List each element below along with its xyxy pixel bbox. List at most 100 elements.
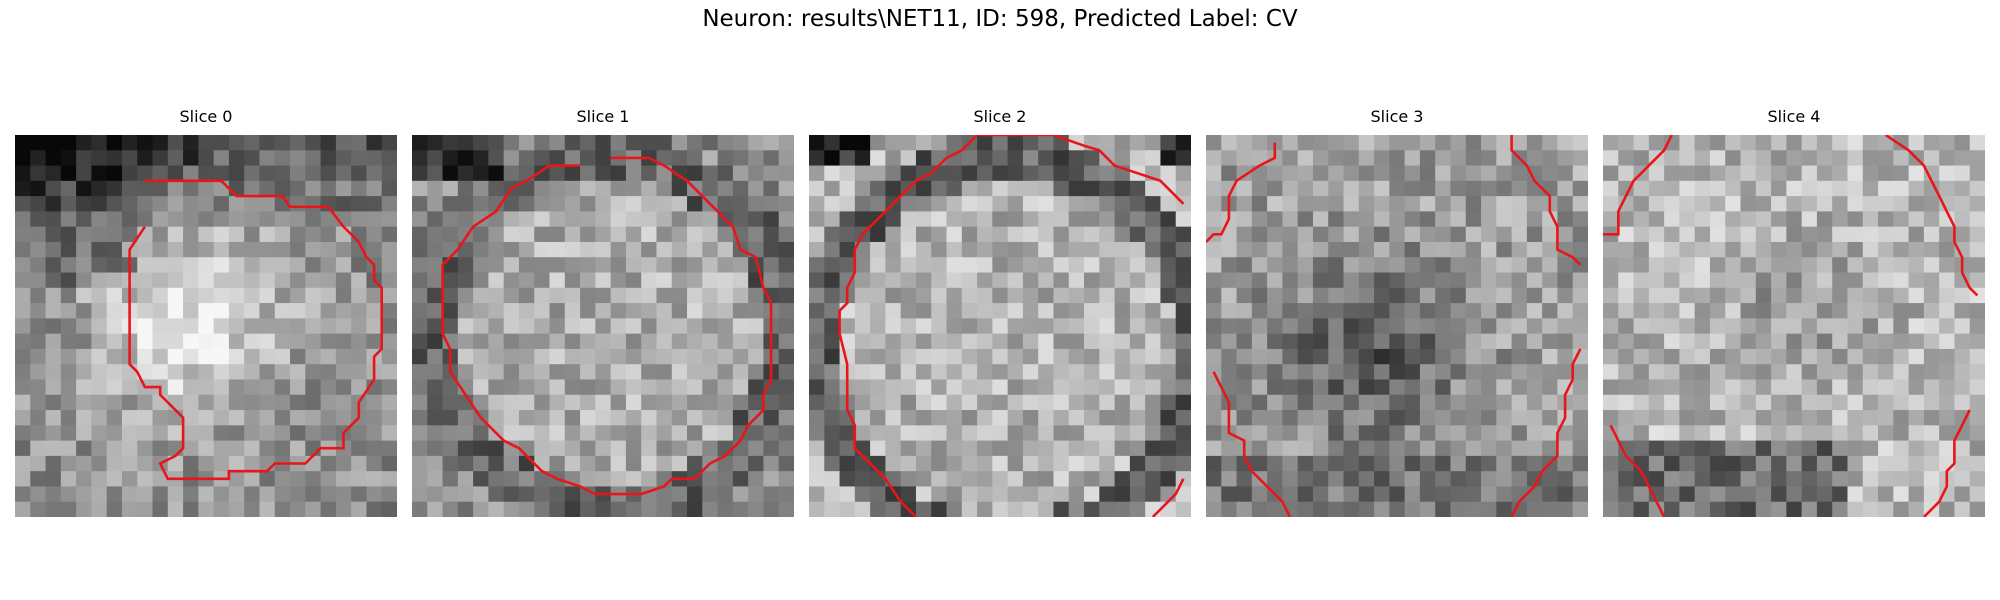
pixel-cell — [412, 318, 428, 335]
pixel-cell — [1282, 287, 1299, 304]
pixel-cell — [885, 135, 902, 151]
slice-0-heatmap — [15, 135, 397, 517]
pixel-cell — [198, 226, 215, 243]
pixel-cell — [503, 333, 520, 350]
pixel-cell — [1435, 287, 1452, 304]
pixel-cell — [1297, 196, 1314, 212]
pixel-cell — [381, 455, 397, 472]
pixel-cell — [1648, 272, 1665, 289]
pixel-cell — [381, 486, 397, 503]
pixel-cell — [641, 241, 658, 258]
pixel-cell — [1267, 348, 1283, 365]
pixel-cell — [992, 180, 1009, 197]
pixel-cell — [366, 165, 383, 182]
slice-panel-3: Slice 3 — [1206, 106, 1588, 517]
pixel-cell — [1908, 318, 1925, 335]
pixel-cell — [1328, 303, 1345, 319]
pixel-cell — [778, 440, 794, 457]
pixel-cell — [1862, 364, 1879, 381]
pixel-cell — [30, 333, 47, 350]
pixel-cell — [1542, 486, 1559, 503]
pixel-cell — [564, 425, 581, 442]
pixel-cell — [488, 455, 505, 472]
pixel-cell — [1358, 211, 1375, 228]
pixel-cell — [1633, 471, 1650, 488]
pixel-cell — [1358, 287, 1375, 304]
pixel-cell — [412, 135, 428, 151]
pixel-cell — [1312, 501, 1329, 517]
pixel-cell — [961, 303, 978, 319]
pixel-cell — [381, 425, 397, 442]
pixel-cell — [870, 455, 886, 472]
pixel-cell — [457, 410, 474, 426]
pixel-cell — [412, 180, 428, 197]
pixel-cell — [106, 180, 123, 197]
pixel-cell — [961, 440, 978, 457]
pixel-cell — [656, 364, 673, 381]
pixel-cell — [412, 455, 428, 472]
pixel-cell — [1022, 471, 1039, 488]
pixel-cell — [213, 394, 230, 411]
pixel-cell — [1038, 303, 1055, 319]
pixel-cell — [1251, 287, 1268, 304]
pixel-cell — [1206, 440, 1222, 457]
pixel-cell — [671, 150, 688, 167]
pixel-cell — [427, 241, 444, 258]
pixel-cell — [351, 440, 368, 457]
pixel-cell — [1725, 287, 1742, 304]
pixel-cell — [1297, 379, 1314, 396]
pixel-cell — [1129, 150, 1146, 167]
pixel-cell — [1847, 425, 1864, 442]
pixel-cell — [198, 364, 215, 381]
pixel-cell — [1007, 257, 1024, 274]
pixel-cell — [900, 196, 917, 212]
pixel-cell — [1862, 379, 1879, 396]
pixel-cell — [335, 272, 352, 289]
pixel-cell — [580, 303, 596, 319]
pixel-cell — [137, 257, 154, 274]
pixel-cell — [1053, 211, 1070, 228]
pixel-cell — [900, 257, 917, 274]
pixel-cell — [1312, 440, 1329, 457]
pixel-cell — [931, 303, 948, 319]
pixel-cell — [488, 410, 505, 426]
pixel-cell — [1542, 333, 1559, 350]
pixel-cell — [1038, 135, 1055, 151]
pixel-cell — [625, 379, 642, 396]
pixel-cell — [1389, 257, 1406, 274]
pixel-cell — [1679, 272, 1696, 289]
pixel-cell — [1465, 501, 1482, 517]
pixel-cell — [351, 165, 368, 182]
pixel-cell — [763, 226, 780, 243]
pixel-cell — [1007, 287, 1024, 304]
pixel-cell — [931, 333, 948, 350]
pixel-cell — [1893, 180, 1910, 197]
pixel-cell — [1786, 379, 1803, 396]
pixel-cell — [1404, 211, 1421, 228]
pixel-cell — [106, 257, 123, 274]
pixel-cell — [1664, 272, 1680, 289]
pixel-cell — [702, 150, 719, 167]
pixel-cell — [1007, 501, 1024, 517]
pixel-cell — [809, 180, 825, 197]
slice-title: Slice 3 — [1370, 107, 1424, 126]
pixel-cell — [900, 165, 917, 182]
pixel-cell — [1236, 364, 1253, 381]
pixel-cell — [30, 196, 47, 212]
pixel-cell — [1694, 135, 1711, 151]
pixel-cell — [1878, 410, 1894, 426]
pixel-cell — [488, 364, 505, 381]
pixel-cell — [595, 196, 612, 212]
pixel-cell — [488, 196, 505, 212]
pixel-cell — [1068, 410, 1085, 426]
pixel-cell — [305, 379, 322, 396]
pixel-cell — [183, 348, 199, 365]
pixel-cell — [732, 272, 749, 289]
pixel-cell — [1618, 333, 1635, 350]
pixel-cell — [656, 501, 673, 517]
pixel-cell — [1374, 303, 1390, 319]
pixel-cell — [305, 410, 322, 426]
pixel-cell — [244, 455, 261, 472]
pixel-cell — [1816, 241, 1833, 258]
pixel-cell — [518, 135, 535, 151]
